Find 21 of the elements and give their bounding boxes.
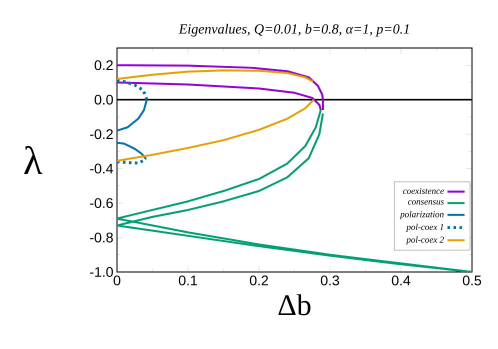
chart-title: Eigenvalues, Q=0.01, b=0.8, α=1, p=0.1 bbox=[178, 24, 409, 36]
y-tick-label: 0.2 bbox=[94, 60, 113, 70]
x-tick-label: 0 bbox=[114, 276, 120, 286]
y-tick-label: -1.0 bbox=[90, 267, 113, 277]
x-tick-label: 0.3 bbox=[320, 276, 340, 286]
y-tick-label: -0.4 bbox=[90, 164, 114, 174]
x-tick-label: 0.1 bbox=[178, 276, 198, 286]
x-tick-label: 0.4 bbox=[392, 276, 410, 286]
x-tick-label: 0.2 bbox=[250, 276, 268, 286]
y-tick-label: 0.0 bbox=[94, 94, 113, 105]
legend-label: pol-coex 2 bbox=[406, 236, 444, 245]
y-tick-label: -0.6 bbox=[90, 198, 113, 208]
y-tick-label: -0.2 bbox=[90, 129, 113, 140]
legend-label: consensus bbox=[408, 200, 444, 205]
legend-label: coexistence bbox=[403, 188, 444, 194]
legend-label: pol-coex 1 bbox=[406, 224, 444, 232]
legend-label: polarization bbox=[400, 211, 444, 220]
x-tick-label: 0.5 bbox=[462, 276, 482, 286]
x-axis-title: Δb bbox=[278, 294, 310, 316]
y-axis-title: λ bbox=[24, 146, 42, 174]
y-tick-label: -0.8 bbox=[90, 232, 113, 242]
